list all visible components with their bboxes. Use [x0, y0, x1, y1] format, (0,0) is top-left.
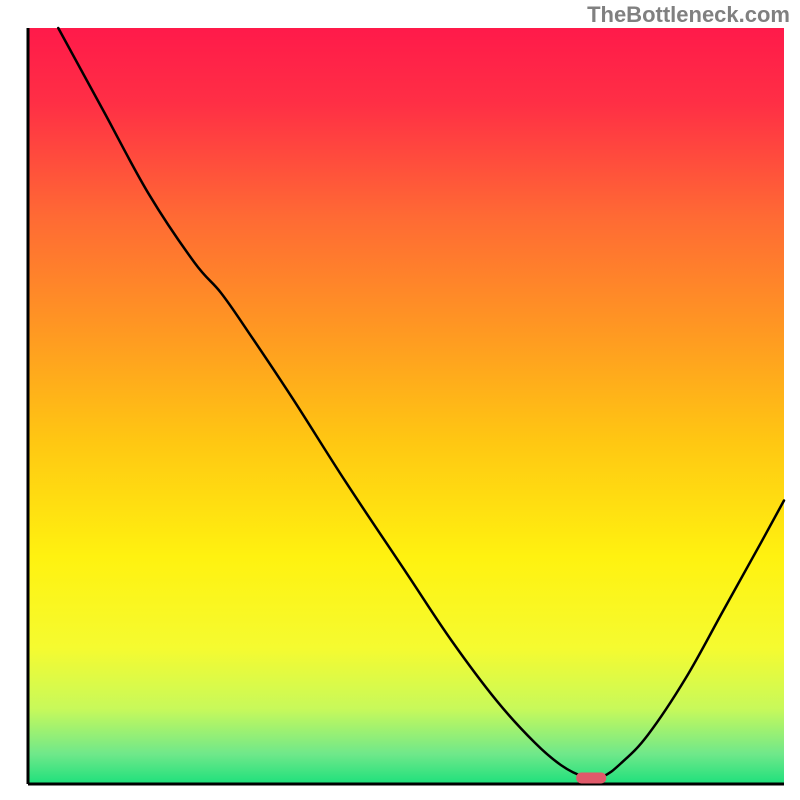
- gradient-line-chart: [0, 0, 800, 800]
- optimal-marker: [576, 772, 606, 783]
- plot-background: [28, 28, 784, 784]
- watermark-label: TheBottleneck.com: [587, 2, 790, 28]
- bottleneck-chart: TheBottleneck.com: [0, 0, 800, 800]
